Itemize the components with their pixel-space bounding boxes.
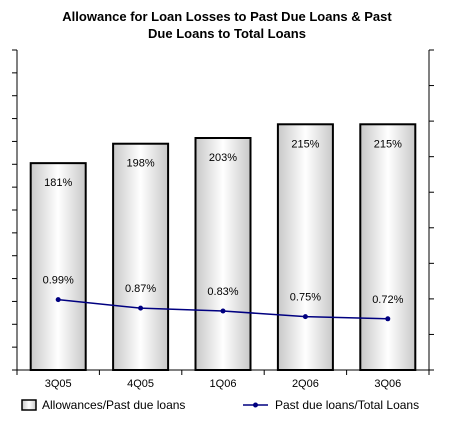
- bar: [29, 162, 87, 371]
- chart-title-line-2: Due Loans to Total Loans: [148, 26, 306, 41]
- line-point: [302, 314, 308, 320]
- line-point: [55, 297, 61, 303]
- line-data-label: 0.75%: [290, 292, 321, 304]
- data-labels: 181% 198% 203% 215% 215% 0.99% 0.87% 0.83% 0.75%…: [43, 138, 404, 306]
- x-tick-label: 2Q06: [292, 378, 319, 390]
- line-data-label: 0.99%: [43, 275, 74, 287]
- bar-data-label: 215%: [291, 138, 319, 150]
- legend: Allowances/Past due loans Past due loans/…: [21, 398, 419, 412]
- bar-data-label: 203%: [209, 152, 237, 164]
- x-tick-label: 3Q06: [374, 378, 401, 390]
- bar: [359, 123, 417, 371]
- bar-data-label: 198%: [127, 158, 155, 170]
- legend-bar-swatch: [21, 399, 37, 411]
- line-data-label: 0.87%: [125, 283, 156, 295]
- bar: [276, 123, 334, 371]
- line-data-label: 0.72%: [372, 294, 403, 306]
- bars: [29, 123, 417, 371]
- bar: [194, 137, 252, 371]
- chart-title-line-1: Allowance for Loan Losses to Past Due Lo…: [62, 9, 392, 24]
- x-tick-label: 1Q06: [210, 378, 237, 390]
- bar-data-label: 181%: [44, 177, 72, 189]
- bar-data-label: 215%: [374, 138, 402, 150]
- line-series: [55, 297, 391, 322]
- line-point: [385, 316, 391, 322]
- line-point: [138, 305, 144, 311]
- x-tick-label: 4Q05: [127, 378, 154, 390]
- line-point: [220, 308, 226, 314]
- legend-line-marker: [253, 402, 258, 408]
- legend-bar-label: Allowances/Past due loans: [42, 398, 185, 412]
- line-data-label: 0.83%: [207, 286, 238, 298]
- legend-line-label: Past due loans/Total Loans: [275, 398, 419, 412]
- x-tick-label: 3Q05: [45, 378, 72, 390]
- bar: [112, 142, 170, 371]
